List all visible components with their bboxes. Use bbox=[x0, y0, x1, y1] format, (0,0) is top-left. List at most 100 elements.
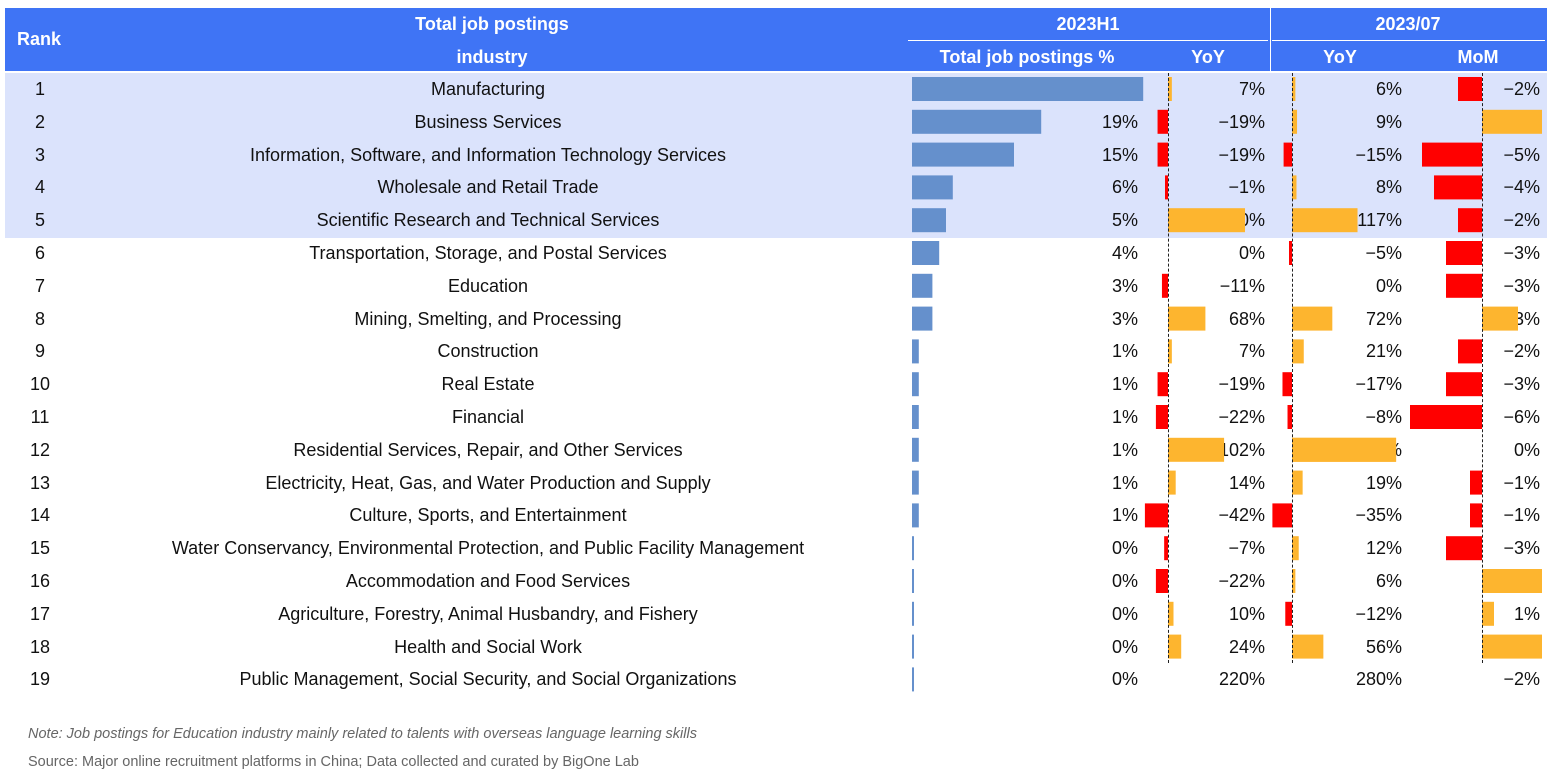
jul-mom-bar bbox=[1446, 273, 1482, 298]
h1-yoy-value: 220% bbox=[1218, 669, 1265, 690]
share-bar bbox=[912, 503, 919, 528]
rank-cell: 8 bbox=[34, 308, 46, 329]
share-bar bbox=[912, 77, 1144, 101]
industry-cell: Agriculture, Forestry, Animal Husbandry,… bbox=[278, 603, 698, 624]
jul-mom-bar bbox=[1482, 569, 1542, 593]
share-bar bbox=[912, 306, 933, 331]
share-bar bbox=[912, 437, 919, 462]
industry-cell: Water Conservancy, Environmental Protect… bbox=[171, 538, 805, 559]
jul-yoy-value: −35% bbox=[1355, 505, 1402, 526]
jul-mom-bar bbox=[1470, 470, 1482, 495]
jul-yoy-value: 21% bbox=[1365, 341, 1402, 362]
share-value: 5% bbox=[1111, 210, 1138, 231]
jul-yoy-value: 12% bbox=[1365, 538, 1402, 559]
industry-cell: Information, Software, and Information T… bbox=[250, 144, 726, 165]
jul-mom-value: −4% bbox=[1503, 177, 1540, 198]
rank-cell: 10 bbox=[29, 374, 51, 395]
rank-cell: 17 bbox=[29, 603, 51, 624]
jul-mom-bar bbox=[1482, 634, 1542, 659]
jul-mom-value: 1% bbox=[1513, 603, 1540, 624]
share-bar bbox=[912, 339, 919, 364]
jul-mom-value: −3% bbox=[1503, 275, 1540, 296]
jul-mom-value: −1% bbox=[1503, 505, 1540, 526]
jul-mom-value: −1% bbox=[1503, 472, 1540, 493]
share-value: 6% bbox=[1111, 177, 1138, 198]
jul-mom-bar bbox=[1446, 372, 1482, 397]
share-bar bbox=[912, 372, 919, 397]
h1-yoy-bar bbox=[1157, 142, 1168, 167]
industry-cell: Real Estate bbox=[441, 374, 535, 395]
jul-mom-value: −2% bbox=[1503, 210, 1540, 231]
rank-cell: 4 bbox=[34, 177, 46, 198]
rank-cell: 1 bbox=[34, 79, 46, 99]
h1-yoy-bar bbox=[1168, 339, 1172, 364]
h1-yoy-bar bbox=[1155, 405, 1168, 429]
h1-yoy-bar bbox=[1164, 536, 1168, 561]
share-value: 0% bbox=[1111, 538, 1138, 559]
jul-yoy-bar bbox=[1287, 405, 1292, 429]
jul-mom-bar bbox=[1458, 208, 1482, 233]
industry-cell: Financial bbox=[451, 407, 525, 427]
h1-yoy-bar bbox=[1165, 175, 1168, 200]
h1-yoy-bar bbox=[1168, 470, 1176, 495]
h1-yoy-bar bbox=[1168, 208, 1245, 233]
jul-yoy-value: 6% bbox=[1375, 79, 1402, 99]
jul-yoy-zero-line bbox=[1292, 73, 1293, 663]
jul-yoy-bar bbox=[1292, 208, 1358, 233]
header-group-2023h1: 2023H1 bbox=[1056, 14, 1120, 34]
jul-mom-value: −2% bbox=[1503, 669, 1540, 690]
h1-yoy-bar bbox=[1144, 503, 1168, 528]
h1-yoy-value: −1% bbox=[1228, 177, 1265, 198]
jul-mom-bar bbox=[1410, 405, 1482, 429]
h1-yoy-bar bbox=[1168, 437, 1225, 462]
rank-cell: 12 bbox=[29, 439, 51, 460]
share-value: 0% bbox=[1111, 636, 1138, 657]
jul-yoy-bar bbox=[1292, 437, 1396, 462]
share-value: 0% bbox=[1111, 571, 1138, 591]
industry-cell: Scientific Research and Technical Servic… bbox=[316, 210, 660, 231]
industry-cell: Electricity, Heat, Gas, and Water Produc… bbox=[265, 472, 711, 493]
share-bar bbox=[912, 109, 1042, 134]
jul-yoy-bar bbox=[1292, 175, 1297, 200]
share-value: 1% bbox=[1111, 374, 1138, 395]
header-group-2023-07: 2023/07 bbox=[1375, 14, 1441, 34]
h1-yoy-bar bbox=[1157, 372, 1168, 397]
h1-yoy-value: 102% bbox=[1218, 439, 1265, 460]
rank-cell: 7 bbox=[34, 275, 46, 296]
share-bar bbox=[912, 175, 953, 200]
jul-yoy-bar bbox=[1292, 109, 1298, 134]
jul-mom-bar bbox=[1446, 241, 1482, 265]
h1-yoy-bar bbox=[1161, 273, 1168, 298]
jul-yoy-value: −5% bbox=[1365, 243, 1402, 263]
jul-yoy-value: 117% bbox=[1357, 210, 1402, 231]
header-h1-yoy: YoY bbox=[1191, 47, 1225, 67]
h1-yoy-value: −19% bbox=[1218, 144, 1265, 165]
rank-cell: 19 bbox=[29, 669, 51, 690]
table-header bbox=[5, 8, 1547, 71]
jul-yoy-bar bbox=[1292, 306, 1333, 331]
share-value: 0% bbox=[1111, 603, 1138, 624]
share-value: 1% bbox=[1111, 407, 1138, 427]
h1-yoy-bar bbox=[1168, 634, 1182, 659]
share-value: 1% bbox=[1111, 472, 1138, 493]
jul-mom-bar bbox=[1434, 175, 1482, 200]
h1-yoy-value: 0% bbox=[1238, 243, 1265, 263]
industry-cell: Education bbox=[447, 275, 529, 296]
share-value: 3% bbox=[1111, 308, 1138, 329]
h1-yoy-bar bbox=[1168, 306, 1206, 331]
h1-yoy-value: 7% bbox=[1238, 79, 1265, 99]
share-bar bbox=[912, 601, 914, 626]
industry-cell: Accommodation and Food Services bbox=[345, 571, 631, 591]
jul-yoy-bar bbox=[1292, 634, 1324, 659]
rank-cell: 13 bbox=[29, 472, 51, 493]
jul-yoy-value: 56% bbox=[1365, 636, 1402, 657]
h1-yoy-bar bbox=[1168, 601, 1174, 626]
rank-cell: 6 bbox=[34, 243, 46, 263]
header-divider-07 bbox=[1272, 40, 1545, 41]
jul-mom-zero-line bbox=[1482, 73, 1483, 663]
h1-yoy-value: −7% bbox=[1228, 538, 1265, 559]
h1-yoy-bar bbox=[1155, 569, 1168, 593]
h1-yoy-value: −11% bbox=[1219, 275, 1265, 296]
jul-yoy-bar bbox=[1289, 241, 1292, 265]
